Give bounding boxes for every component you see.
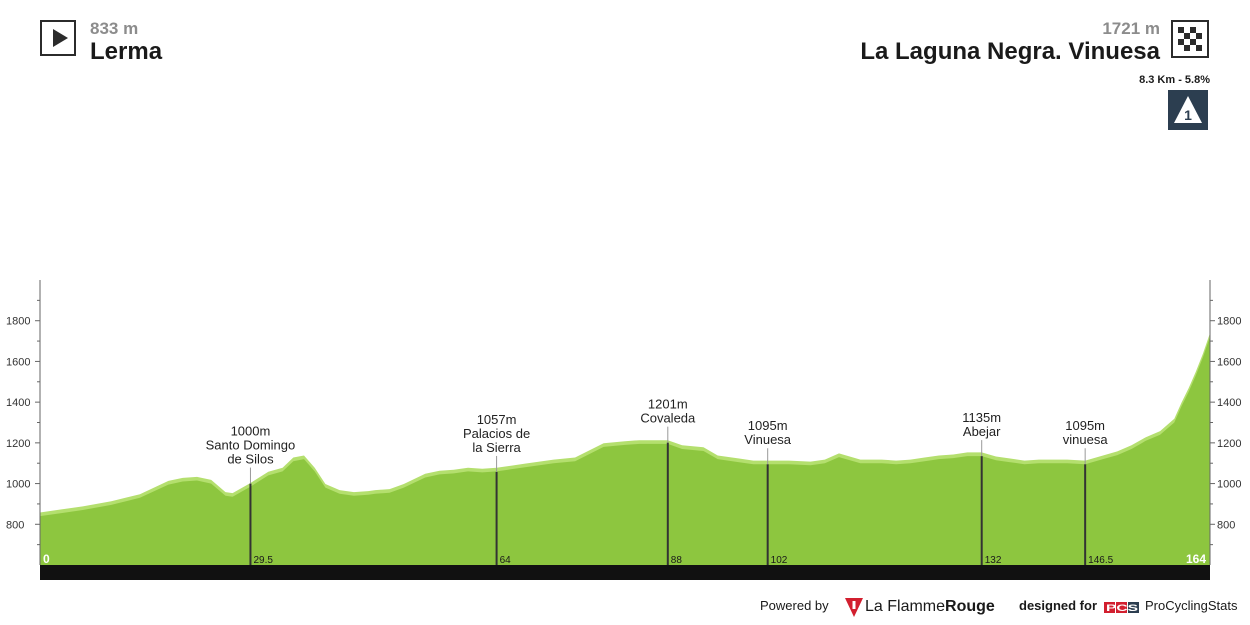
- pcs-logo-text: PCS: [1106, 603, 1138, 613]
- marker-altitude-label: 1057m: [477, 412, 517, 427]
- y-tick-label-right: 800: [1217, 519, 1235, 531]
- la-flamme-rouge-link[interactable]: La FlammeRouge: [865, 598, 995, 616]
- mountain-category-icon: 1: [1168, 90, 1208, 130]
- marker-altitude-label: 1000m: [231, 424, 271, 439]
- x-start-label: 0: [43, 552, 50, 566]
- marker-place-label: Santo Domingo: [206, 438, 296, 453]
- marker-place-label: Palacios de: [463, 426, 530, 441]
- marker-km-label: 88: [671, 555, 683, 566]
- climb-category: 1: [1184, 107, 1192, 123]
- marker-km-label: 102: [771, 555, 788, 566]
- distance-bar: [40, 565, 1210, 580]
- la-flamme-rouge-logo-icon: [845, 598, 863, 617]
- marker-altitude-label: 1095m: [748, 418, 788, 433]
- marker-place-label: la Sierra: [472, 440, 521, 455]
- finish-checkered-flag-icon: [1171, 20, 1209, 58]
- marker-place-label: Covaleda: [640, 411, 696, 426]
- y-tick-label-left: 1400: [6, 397, 30, 409]
- pcs-logo-icon: PCS: [1104, 602, 1139, 613]
- marker-place-label: Vinuesa: [744, 432, 792, 447]
- x-end-label: 164: [1186, 552, 1206, 566]
- y-tick-label-right: 1400: [1217, 397, 1241, 409]
- y-tick-label-left: 1800: [6, 316, 30, 328]
- procyclingstats-link[interactable]: ProCyclingStats: [1145, 598, 1238, 613]
- brand-prefix: La Flamme: [865, 598, 946, 615]
- marker-altitude-label: 1135m: [962, 410, 1001, 425]
- marker-altitude-label: 1201m: [648, 397, 688, 412]
- finish-altitude: 1721 m: [1102, 19, 1160, 38]
- y-tick-label-left: 1600: [6, 356, 30, 368]
- marker-km-label: 29.5: [253, 555, 273, 566]
- climb-stats: 8.3 Km - 5.8%: [1139, 74, 1210, 86]
- y-tick-label-right: 1200: [1217, 438, 1241, 450]
- brand-suffix: Rouge: [945, 598, 995, 615]
- y-tick-label-left: 800: [6, 519, 24, 531]
- y-tick-label-right: 1600: [1217, 356, 1241, 368]
- y-tick-label-right: 1000: [1217, 479, 1241, 491]
- marker-km-label: 64: [500, 555, 512, 566]
- marker-place-label: vinuesa: [1063, 432, 1109, 447]
- y-tick-label-left: 1200: [6, 438, 30, 450]
- marker-place-label: Abejar: [963, 424, 1001, 439]
- powered-by-text: Powered by: [760, 598, 829, 613]
- finish-location: La Laguna Negra. Vinuesa: [860, 38, 1160, 65]
- start-flag-icon: [40, 20, 76, 56]
- marker-place-label: de Silos: [227, 452, 274, 467]
- y-tick-label-right: 1800: [1217, 316, 1241, 328]
- marker-km-label: 132: [985, 555, 1002, 566]
- marker-altitude-label: 1095m: [1065, 418, 1105, 433]
- designed-for-text: designed for: [1019, 598, 1098, 613]
- start-location: Lerma: [90, 38, 163, 65]
- profile-area: [40, 336, 1210, 565]
- y-tick-label-left: 1000: [6, 479, 30, 491]
- start-altitude: 833 m: [90, 19, 139, 38]
- marker-km-label: 146.5: [1088, 555, 1113, 566]
